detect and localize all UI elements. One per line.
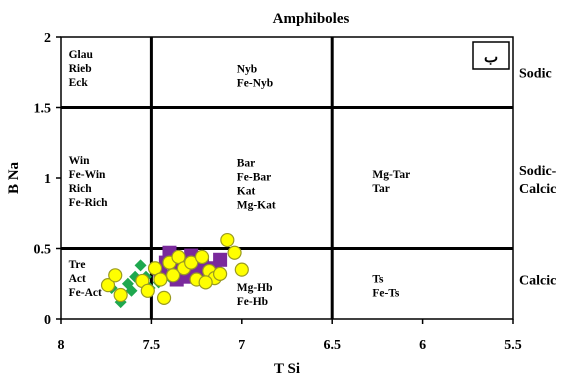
field-label: Mg-Tar Tar	[372, 169, 410, 195]
data-point-circle	[194, 249, 210, 265]
data-point-circle	[156, 290, 172, 305]
data-point-diamond	[134, 259, 147, 272]
series-group-labels: Sodic Sodic-Calcic Calcic	[519, 66, 557, 288]
field-label: Ts Fe-Ts	[372, 273, 400, 299]
x-axis-label: T Si	[274, 361, 300, 377]
data-point-circle	[108, 268, 123, 283]
data-point-circle	[165, 268, 181, 283]
data-point-square	[213, 252, 228, 267]
data-point-circle	[147, 261, 163, 276]
data-point-circle	[113, 287, 128, 303]
x-tick-label: 8	[58, 338, 65, 353]
classification-fields: Glau Rieb Eck Nyb Fe-Nyb Win Fe-Win Rich Fe-Rich…	[69, 49, 411, 308]
data-point-circle	[198, 275, 213, 290]
x-tick-label: 6	[419, 338, 426, 353]
x-axis-ticks: 8 7.5 7 6.5 6 5.5	[58, 319, 522, 353]
y-axis-label: B Na	[6, 161, 22, 194]
data-points	[100, 232, 249, 309]
y-tick-label: 2	[44, 31, 51, 46]
x-tick-label: 5.5	[504, 338, 522, 353]
data-point-circle	[140, 283, 155, 298]
data-point-circle	[171, 249, 186, 265]
field-boundaries	[61, 37, 513, 319]
plot-area-frame	[60, 36, 514, 320]
field-label: Bar Fe-Bar Kat Mg-Kat	[237, 158, 276, 212]
data-point-circle	[213, 266, 228, 281]
y-tick-label: 0	[44, 313, 51, 328]
data-point-circle	[227, 245, 242, 260]
field-label: Mg-Hb Fe-Hb	[237, 282, 273, 308]
side-label: Sodic-Calcic	[519, 164, 557, 197]
x-tick-label: 7.5	[143, 338, 161, 353]
field-label: Tre Act Fe-Act	[69, 259, 102, 299]
data-point-circle	[234, 262, 249, 277]
side-label: Calcic	[519, 274, 556, 289]
y-tick-label: 0.5	[34, 243, 52, 258]
side-label: Sodic	[519, 66, 552, 81]
y-tick-label: 1	[44, 172, 51, 187]
x-tick-label: 7	[238, 338, 245, 353]
field-label: Glau Rieb Eck	[69, 49, 94, 89]
chart-title: Amphiboles	[273, 11, 350, 27]
panel-label-box	[472, 41, 510, 70]
panel-label: ب	[484, 50, 498, 66]
data-point-circle	[184, 255, 199, 270]
y-tick-label: 1.5	[34, 102, 52, 117]
field-label: Nyb Fe-Nyb	[237, 63, 273, 89]
y-axis-ticks: 0 0.5 1 1.5 2	[34, 31, 61, 328]
data-point-diamond	[125, 284, 138, 297]
field-label: Win Fe-Win Rich Fe-Rich	[69, 155, 109, 209]
x-tick-label: 6.5	[323, 338, 341, 353]
data-point-circle	[153, 272, 168, 287]
data-point-circle	[220, 232, 235, 248]
data-point-circle	[100, 278, 116, 293]
